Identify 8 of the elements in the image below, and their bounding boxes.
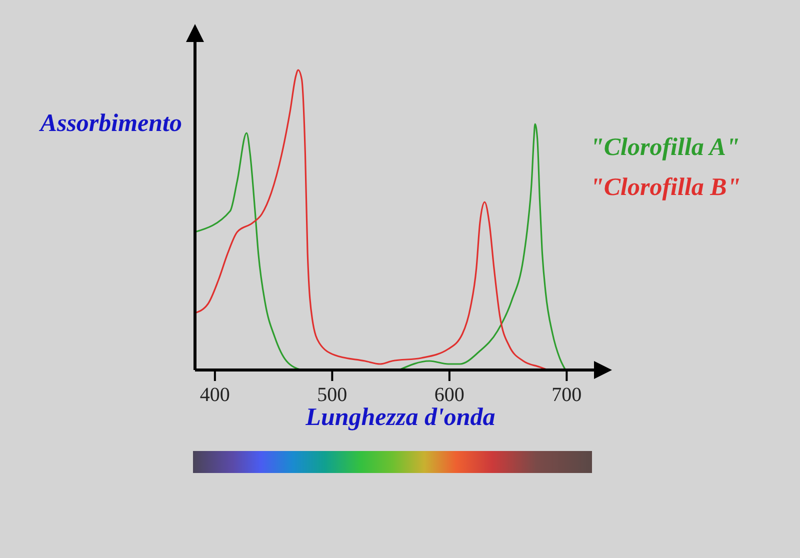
x-tick-label: 500	[317, 384, 348, 406]
text: "Clorofilla A"	[590, 133, 741, 163]
x-axis-title: Lunghezza d'onda	[306, 404, 496, 431]
text: "Clorofilla B"	[590, 173, 741, 203]
x-tick-label: 700	[552, 384, 582, 406]
x-tick-label: 400	[200, 384, 230, 406]
x-tick-label: 600	[434, 384, 464, 406]
y-axis-title: Assorbimento	[38, 110, 182, 138]
